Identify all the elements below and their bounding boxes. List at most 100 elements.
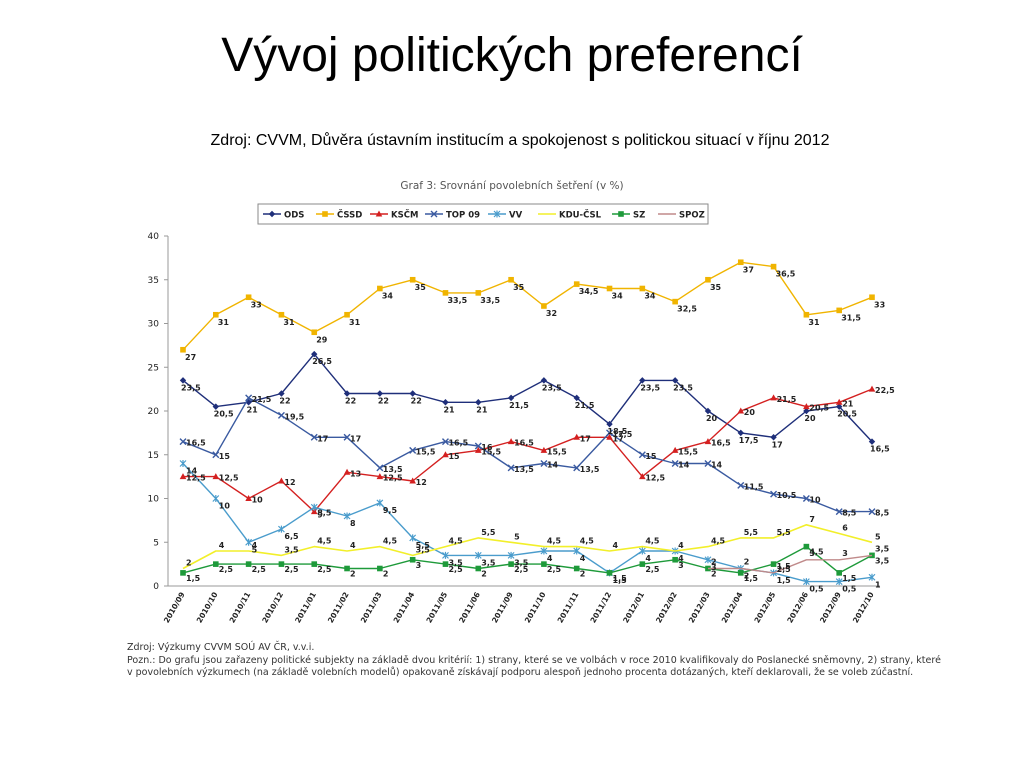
data-label-čssd: 33,5 xyxy=(447,296,467,305)
data-label-ods: 21 xyxy=(443,405,455,414)
point-ksčm xyxy=(639,473,646,480)
point-sz xyxy=(705,565,711,572)
data-label-sz: 2,5 xyxy=(645,565,660,574)
point-ksčm xyxy=(704,438,712,445)
data-label-ksčm: 12 xyxy=(284,478,295,487)
notes-line-1: Pozn.: Do grafu jsou zařazeny politické … xyxy=(127,654,941,666)
point-čssd xyxy=(245,294,252,301)
legend-marker-3 xyxy=(430,210,438,218)
x-tick-label: 2011/10 xyxy=(523,591,548,625)
data-label-spoz: 2 xyxy=(744,558,750,567)
data-label-kdu-čsl: 4 xyxy=(219,541,225,550)
point-ods xyxy=(212,403,220,410)
point-ksčm xyxy=(343,468,351,475)
point-vv xyxy=(474,551,482,559)
data-label-ksčm: 15 xyxy=(448,452,460,461)
data-label-vv: 3,5 xyxy=(448,558,463,567)
point-čssd xyxy=(672,298,678,305)
data-label-sz: 2,5 xyxy=(317,565,332,574)
point-top-09 xyxy=(441,438,449,446)
data-label-čssd: 31 xyxy=(218,318,230,327)
legend-label-čssd: ČSSD xyxy=(337,209,362,221)
x-tick-label: 2011/05 xyxy=(424,591,449,625)
data-label-ods: 23,5 xyxy=(640,383,660,392)
point-ksčm xyxy=(474,446,482,453)
data-label-sz: 1,5 xyxy=(186,574,201,583)
data-label-čssd: 32 xyxy=(546,309,557,318)
point-vv xyxy=(507,551,515,559)
data-label-spoz: 1,5 xyxy=(777,562,792,571)
legend-label-ods: ODS xyxy=(284,211,304,221)
point-top-09 xyxy=(606,429,614,437)
point-vv xyxy=(442,551,449,559)
point-top-09 xyxy=(802,495,810,502)
data-label-ods: 26,5 xyxy=(312,357,332,366)
y-tick-label: 40 xyxy=(148,232,160,242)
data-label-kdu-čsl: 5,5 xyxy=(777,528,792,537)
data-label-ods: 22 xyxy=(411,397,422,406)
data-label-vv: 4 xyxy=(580,554,586,563)
x-tick-label: 2012/02 xyxy=(654,591,679,625)
data-label-sz: 3,5 xyxy=(875,556,890,565)
slide-title: Vývoj politických preferencí xyxy=(221,29,803,82)
data-label-spoz: 3 xyxy=(842,549,848,558)
legend-marker-2 xyxy=(375,210,383,217)
data-label-top-09: 11,5 xyxy=(744,482,764,491)
data-label-sz: 2 xyxy=(481,570,487,579)
point-ksčm xyxy=(671,446,679,453)
point-ksčm xyxy=(310,508,318,515)
point-sz xyxy=(344,565,350,572)
y-tick-label: 25 xyxy=(148,363,159,373)
data-label-ksčm: 21 xyxy=(842,399,854,408)
point-top-09 xyxy=(540,460,548,467)
data-label-top-09: 16,5 xyxy=(448,439,468,448)
point-ods xyxy=(540,377,548,384)
data-label-ods: 20 xyxy=(804,414,816,423)
point-ksčm xyxy=(737,407,745,414)
chart-title: Graf 3: Srovnání povolebních šetření (v … xyxy=(400,180,623,192)
data-label-sz: 2,5 xyxy=(252,565,267,574)
data-label-sz: 2,5 xyxy=(219,565,234,574)
series-line-čssd xyxy=(182,261,873,351)
data-label-čssd: 37 xyxy=(743,265,754,274)
data-label-kdu-čsl: 4,5 xyxy=(547,537,562,546)
point-ksčm xyxy=(409,477,416,484)
point-sz xyxy=(377,565,383,572)
point-vv xyxy=(212,495,220,502)
notes-source: Zdroj: Výzkumy CVVM SOÚ AV ČR, v.v.i. xyxy=(127,642,315,653)
point-čssd xyxy=(442,290,449,296)
data-label-čssd: 31,5 xyxy=(841,313,861,322)
x-tick-label: 2012/06 xyxy=(785,591,810,625)
point-ods xyxy=(737,429,744,437)
data-label-čssd: 31 xyxy=(808,318,820,327)
point-top-09 xyxy=(376,464,384,472)
point-ksčm xyxy=(540,446,548,453)
point-sz xyxy=(606,570,613,576)
data-label-čssd: 34 xyxy=(382,292,394,301)
data-label-top-09: 15,5 xyxy=(416,447,436,456)
point-sz xyxy=(639,561,646,567)
data-label-top-09: 17 xyxy=(350,434,361,443)
data-label-ods: 23,5 xyxy=(673,383,693,392)
x-tick-label: 2011/01 xyxy=(293,591,318,625)
point-vv xyxy=(704,556,712,564)
data-label-kdu-čsl: 4 xyxy=(613,541,619,550)
data-label-ksčm: 13 xyxy=(350,469,361,478)
point-ods xyxy=(475,399,482,406)
point-ksčm xyxy=(868,385,876,392)
point-vv xyxy=(638,547,646,555)
data-label-vv: 2 xyxy=(744,572,750,581)
data-label-čssd: 34 xyxy=(644,292,656,301)
data-label-ods: 17 xyxy=(772,440,783,449)
series-line-spoz xyxy=(708,554,873,574)
y-tick-label: 5 xyxy=(153,538,159,548)
slide-subtitle: Zdroj: CVVM, Důvěra ústavním institucím … xyxy=(210,132,830,149)
data-label-sz: 3 xyxy=(678,561,684,570)
point-vv xyxy=(802,578,810,586)
point-ods xyxy=(704,407,712,415)
data-label-sz: 2,5 xyxy=(514,565,529,574)
point-čssd xyxy=(541,303,547,309)
data-label-vv: 4 xyxy=(547,554,553,563)
y-tick-label: 30 xyxy=(148,320,160,330)
point-sz xyxy=(770,561,777,567)
